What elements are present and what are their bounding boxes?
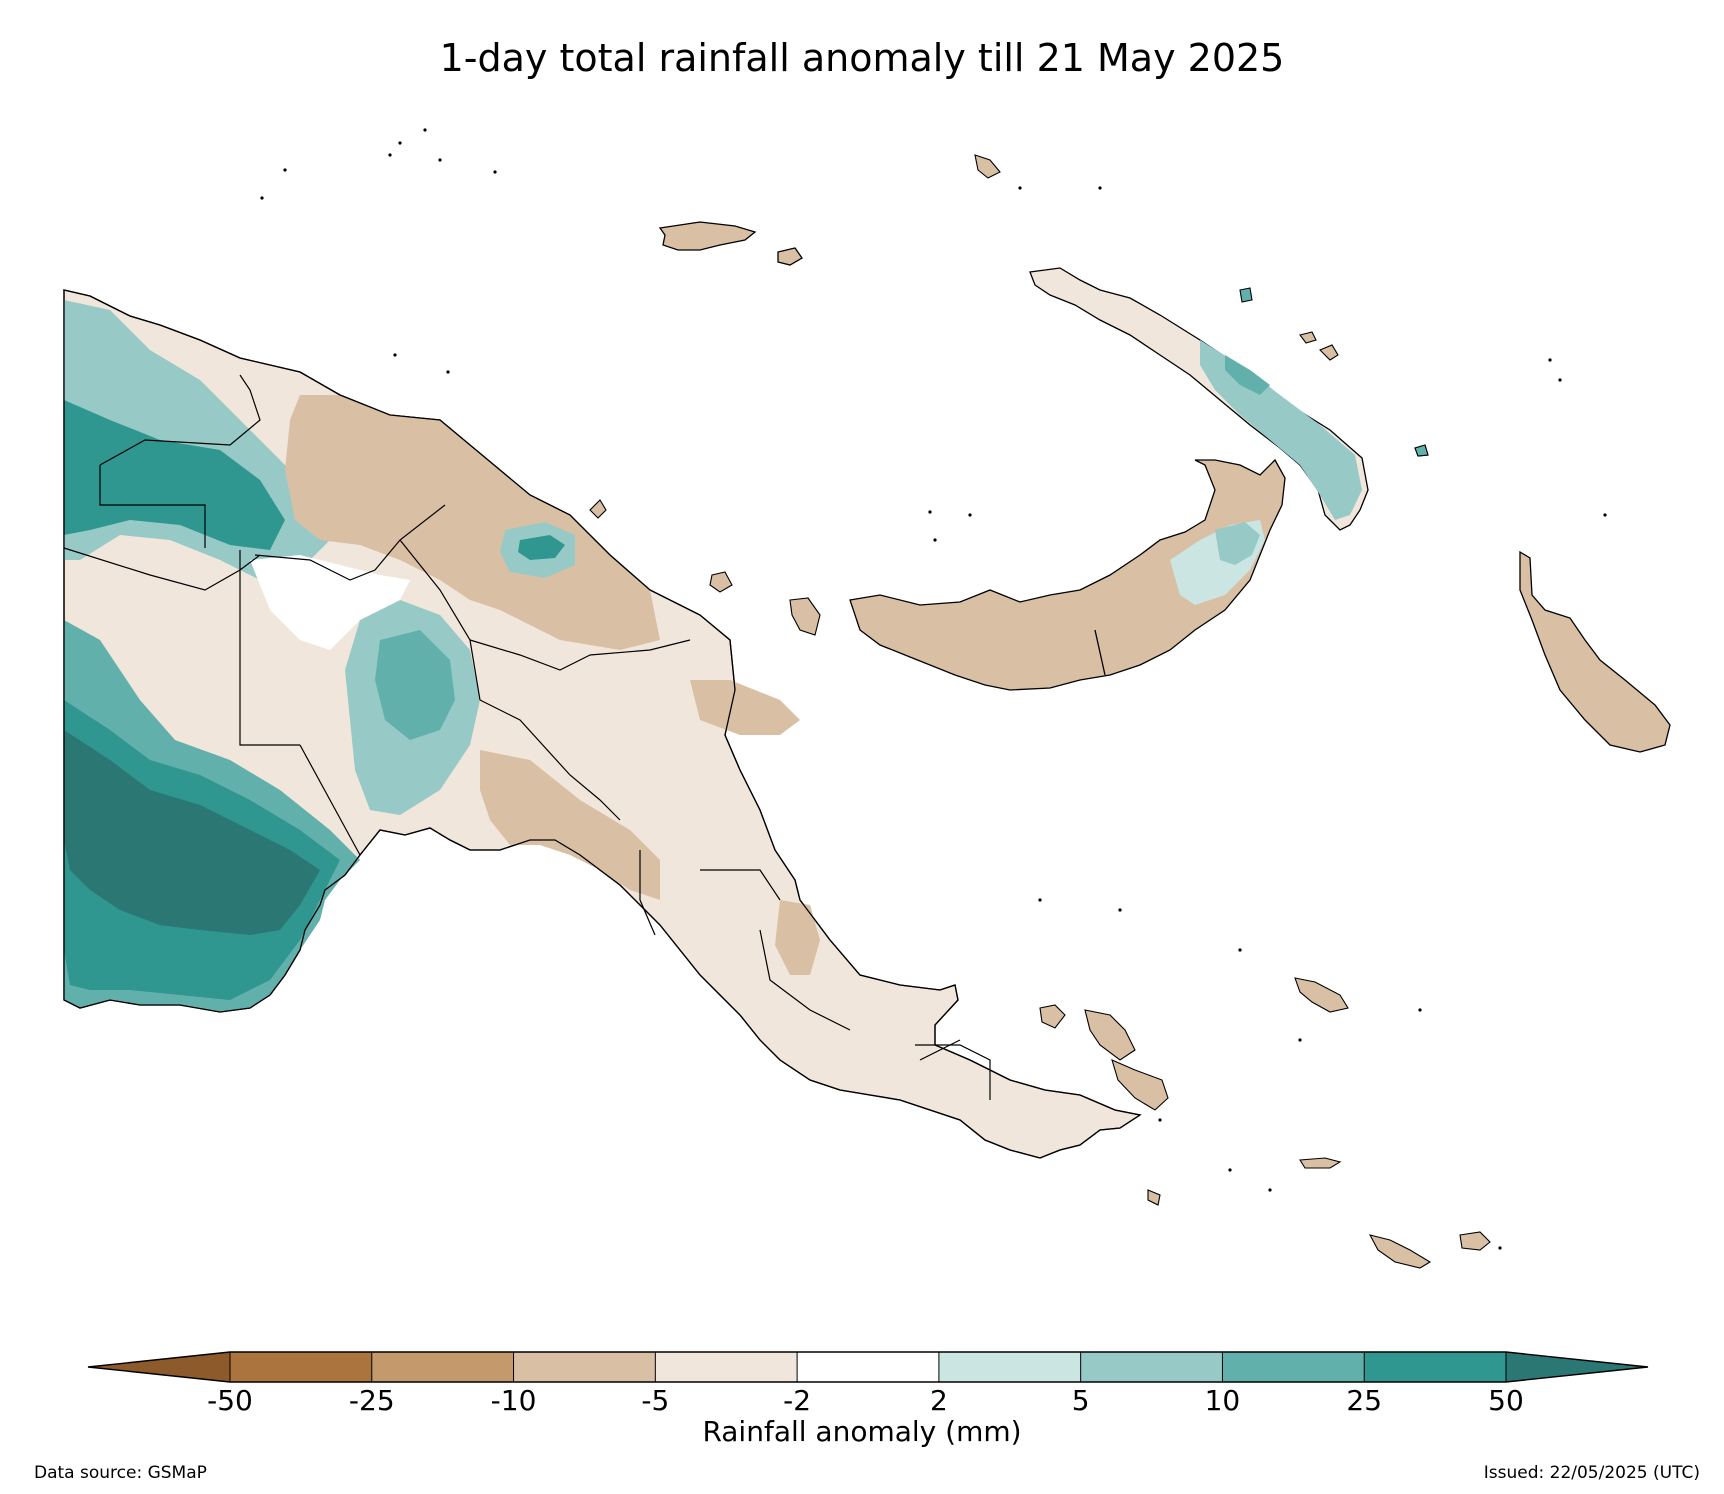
colorbar-extension-low: [88, 1352, 230, 1382]
brown-southeast: [775, 900, 820, 975]
colorbar-bin: [1364, 1352, 1506, 1382]
colorbar-bin: [1222, 1352, 1365, 1382]
colorbar-bin: [513, 1352, 656, 1382]
brown-south: [480, 750, 660, 900]
new-britain: [849, 458, 1286, 691]
map-title: 1-day total rainfall anomaly till 21 May…: [439, 36, 1285, 80]
colorbar-bin: [1080, 1352, 1223, 1382]
colorbar-tick-label: -25: [348, 1384, 395, 1417]
bougainville: [1519, 550, 1671, 753]
data-source: Data source: GSMaP: [34, 1463, 207, 1483]
mainland: [63, 289, 1142, 1159]
colorbar-tick-label: 10: [1204, 1384, 1241, 1417]
colorbar-extension-high: [1506, 1352, 1648, 1382]
teal-west-lower-darkest: [64, 730, 320, 935]
province-borders: [63, 374, 991, 1100]
colorbar-tick-label: -5: [641, 1384, 670, 1417]
manus-island: [658, 221, 803, 266]
small-islands-teal: [1239, 287, 1429, 457]
dot-islands: [260, 128, 1607, 1250]
mainland-outline: [63, 289, 1142, 1159]
colorbar-tick-label: 25: [1346, 1384, 1383, 1417]
colorbar-bin: [797, 1352, 939, 1382]
colorbar-bin: [938, 1352, 1081, 1382]
colorbar-bin: [230, 1352, 372, 1382]
small-islands: [589, 154, 1491, 1269]
brown-north: [285, 395, 660, 650]
teal-central-dark: [375, 630, 455, 740]
white-central: [250, 555, 410, 650]
teal-north-patch-dark: [518, 535, 565, 560]
colorbar-tick-label: 5: [1071, 1384, 1090, 1417]
teal-west-upper-dark: [64, 400, 285, 550]
colorbar-tick-label: 2: [929, 1384, 948, 1417]
colorbar-tick-label: -2: [783, 1384, 812, 1417]
colorbar-tick-label: -50: [207, 1384, 253, 1417]
colorbar-tick-label: 50: [1488, 1384, 1524, 1417]
colorbar-tick-label: -10: [490, 1384, 537, 1417]
colorbar-label: Rainfall anomaly (mm): [702, 1415, 1022, 1448]
colorbar-bin: [655, 1352, 798, 1382]
brown-east: [690, 680, 800, 735]
colorbar-bin: [371, 1352, 514, 1382]
issued-date: Issued: 22/05/2025 (UTC): [1483, 1463, 1700, 1483]
new-ireland: [1029, 267, 1369, 531]
